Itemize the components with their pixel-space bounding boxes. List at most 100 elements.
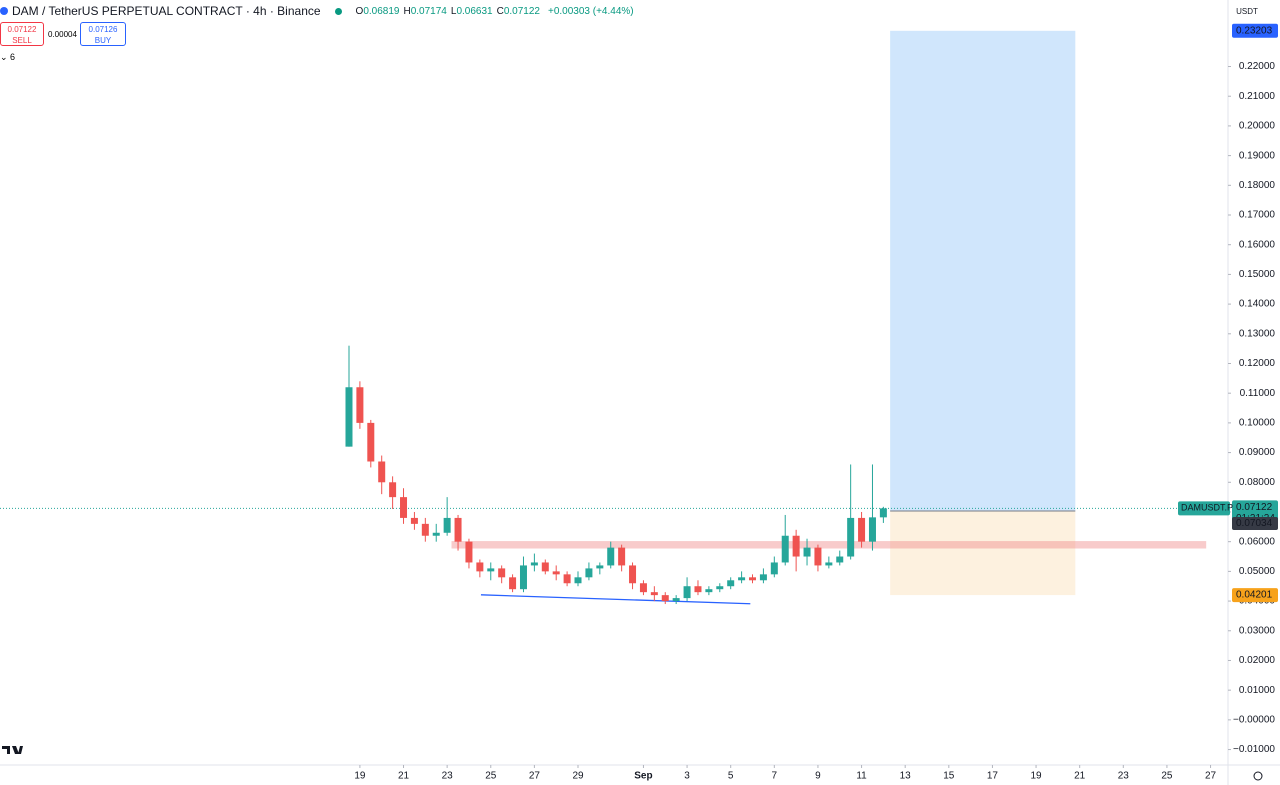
y-tick-label: 0.17000: [1239, 210, 1276, 221]
candle-body: [367, 422, 375, 462]
candle-body: [574, 577, 582, 584]
candle-body: [421, 523, 429, 536]
ohlc-label: O: [355, 5, 364, 17]
candle-body: [498, 568, 506, 578]
candle-body: [487, 568, 495, 572]
stop-tag-bg: [1232, 588, 1278, 603]
candle-body: [814, 547, 822, 566]
change: +0.00303 (+4.44%): [547, 5, 634, 17]
candle-body: [541, 562, 549, 572]
candle-body: [432, 532, 440, 536]
x-tick-label: 27: [529, 771, 541, 782]
y-tick-label: 0.08000: [1239, 477, 1276, 488]
loss-zone: [890, 510, 1076, 596]
sell-label: SELL: [12, 36, 32, 45]
sell-price: 0.07122: [7, 25, 37, 34]
y-tick-label: 0.01000: [1239, 685, 1276, 696]
ohlc: O0.06819 H0.07174 L0.06631 C0.07122: [356, 6, 544, 17]
candle-body: [672, 598, 680, 602]
entry-tag: 0.07034: [1236, 518, 1273, 529]
plot-area: [0, 30, 1228, 605]
y-tick-label: 0.18000: [1239, 180, 1276, 191]
sell-button[interactable]: 0.07122 SELL: [0, 22, 44, 46]
candle-body: [356, 387, 364, 423]
x-tick-label: 9: [815, 771, 821, 782]
x-tick-label: 23: [442, 771, 454, 782]
y-tick-label: 0.20000: [1239, 121, 1276, 132]
x-tick-label: 19: [354, 771, 366, 782]
candle-body: [879, 508, 887, 518]
candle-body: [639, 583, 647, 593]
candle-body: [378, 461, 386, 483]
candle-body: [650, 592, 658, 596]
y-tick-label: 0.09000: [1239, 447, 1276, 458]
target-tag-bg: [1232, 23, 1278, 38]
x-tick-label: 7: [772, 771, 778, 782]
candle-body: [607, 547, 615, 566]
candle-body: [476, 562, 484, 572]
y-tick-label: 0.03000: [1239, 625, 1276, 636]
candle-body: [519, 565, 527, 590]
candle-body: [530, 562, 538, 566]
profit-zone: [890, 30, 1076, 511]
candle-body: [792, 535, 800, 557]
logo: [2, 746, 23, 754]
candle-body: [803, 547, 811, 557]
y-tick-label: 0.21000: [1239, 91, 1276, 102]
x-tick-label: Sep: [634, 771, 652, 782]
candle-body: [585, 568, 593, 578]
indicators-toggle[interactable]: ⌄ 6: [0, 52, 16, 62]
x-tick-label: 19: [1030, 771, 1042, 782]
x-tick-label: 17: [987, 771, 999, 782]
ohlc-label: L: [450, 5, 457, 17]
spread: 0.00004: [48, 30, 77, 39]
ohlc-value: 0.07122: [503, 5, 540, 17]
candle-body: [563, 574, 571, 584]
candle-body: [443, 517, 451, 533]
candle-body: [454, 517, 462, 542]
status-dot: [334, 7, 342, 15]
resistance-zone: [451, 541, 1207, 549]
candle-body: [509, 577, 517, 590]
candle-body: [858, 517, 866, 542]
y-tick-label: 0.19000: [1239, 150, 1276, 161]
candle-body: [716, 586, 724, 590]
candle-body: [825, 562, 833, 566]
candle-body: [694, 586, 702, 593]
y-tick-label: 0.12000: [1239, 358, 1276, 369]
x-tick-label: 25: [1161, 771, 1173, 782]
buy-label: BUY: [94, 36, 112, 45]
candle-body: [738, 577, 746, 581]
y-tick-label: 0.22000: [1239, 61, 1276, 72]
candle-body: [868, 517, 876, 542]
x-tick-label: 11: [856, 771, 867, 782]
y-tick-label: 0.14000: [1239, 299, 1276, 310]
symbol[interactable]: DAM / TetherUS PERPETUAL CONTRACT · 4h ·…: [12, 4, 321, 18]
x-tick-label: 15: [943, 771, 955, 782]
candle-body: [345, 387, 353, 447]
header: DAM / TetherUS PERPETUAL CONTRACT · 4h ·…: [0, 4, 634, 18]
candle-body: [683, 586, 691, 599]
candle-body: [759, 574, 767, 581]
stop-tag: 0.04201: [1236, 590, 1273, 601]
candle-body: [400, 497, 408, 518]
x-tick-label: 21: [398, 771, 410, 782]
x-tick-label: 3: [684, 771, 690, 782]
x-tick-label: 25: [485, 771, 497, 782]
candle-body: [770, 562, 778, 575]
target-tag: 0.23203: [1236, 25, 1273, 36]
x-tick-label: 13: [900, 771, 912, 782]
ohlc-value: 0.07174: [410, 5, 447, 17]
candle-body: [465, 541, 473, 563]
candle-body: [618, 547, 626, 566]
settings-icon[interactable]: [1253, 771, 1263, 781]
x-tick-label: 21: [1074, 771, 1086, 782]
buy-button[interactable]: 0.07126 BUY: [80, 22, 126, 46]
symbol-tag-bg: [1178, 501, 1230, 516]
candle-body: [596, 565, 604, 569]
y-tick-label: 0.10000: [1239, 418, 1276, 429]
trendline: [480, 594, 751, 605]
candle-body: [847, 517, 855, 557]
